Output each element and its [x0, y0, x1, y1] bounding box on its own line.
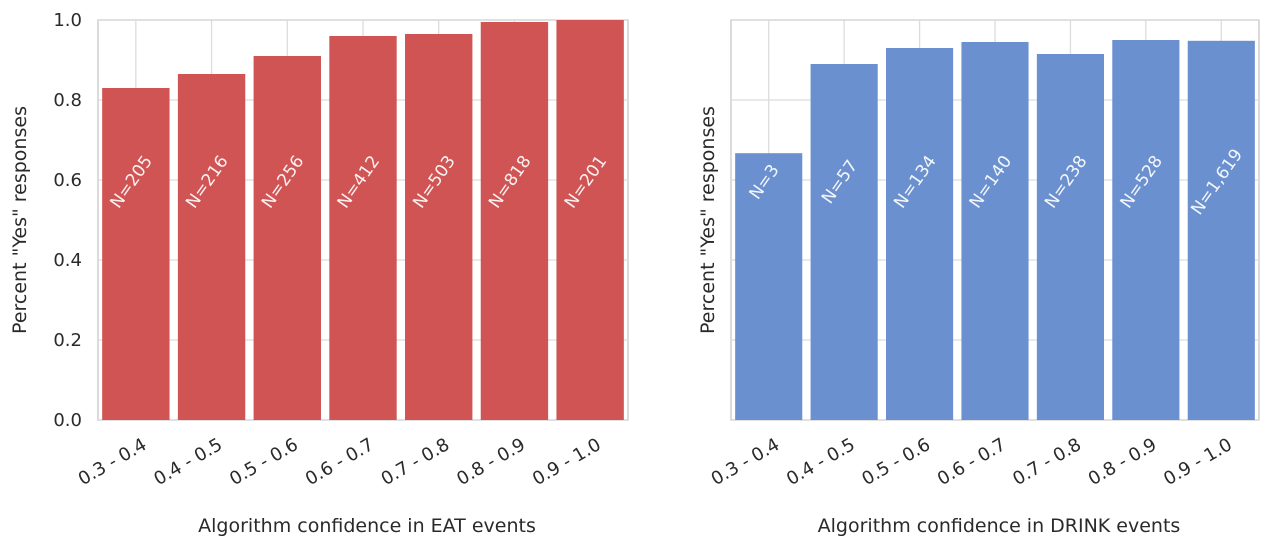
x-tick-label: 0.4 - 0.5 [150, 434, 226, 490]
bar [735, 153, 803, 420]
x-tick-label: 0.9 - 1.0 [529, 434, 605, 490]
bar [961, 42, 1029, 420]
x-tick-label: 0.6 - 0.7 [302, 434, 378, 490]
bar [1112, 40, 1180, 420]
x-tick-label: 0.8 - 0.9 [1085, 434, 1161, 490]
x-axis-label: Algorithm confidence in EAT events [198, 515, 536, 537]
y-tick-label: 0.4 [53, 250, 82, 271]
bar [1036, 54, 1104, 420]
bar [480, 22, 549, 420]
x-axis-label: Algorithm confidence in DRINK events [818, 515, 1181, 537]
bar [810, 64, 878, 420]
y-tick-label: 0.2 [53, 330, 82, 351]
y-tick-label: 0.8 [53, 90, 82, 111]
bar [177, 74, 246, 420]
x-tick-label: 0.4 - 0.5 [783, 434, 859, 490]
bar [329, 36, 397, 420]
x-tick-label: 0.7 - 0.8 [1009, 434, 1085, 490]
bar [102, 88, 170, 420]
x-tick-label: 0.7 - 0.8 [378, 434, 454, 490]
y-tick-label: 1.0 [53, 10, 82, 31]
bar [405, 34, 473, 420]
x-tick-label: 0.5 - 0.6 [226, 434, 302, 490]
x-tick-label: 0.9 - 1.0 [1160, 434, 1236, 490]
bar [253, 56, 321, 420]
y-axis-label: Percent "Yes" responses [9, 106, 31, 334]
y-tick-label: 0.0 [53, 410, 82, 431]
bar [1187, 40, 1255, 421]
x-tick-label: 0.8 - 0.9 [453, 434, 529, 490]
bar [556, 20, 624, 420]
x-tick-label: 0.3 - 0.4 [708, 434, 784, 490]
eat-chart-panel: 0.00.20.40.60.81.0N=205 N=216 N=256 N=412 N=… [9, 10, 629, 537]
x-tick-label: 0.3 - 0.4 [75, 434, 151, 490]
bar [886, 48, 954, 420]
x-tick-label: 0.5 - 0.6 [858, 434, 934, 490]
x-tick-label: 0.6 - 0.7 [934, 434, 1010, 490]
y-axis-label: Percent "Yes" responses [697, 106, 719, 334]
y-tick-label: 0.6 [53, 170, 82, 191]
